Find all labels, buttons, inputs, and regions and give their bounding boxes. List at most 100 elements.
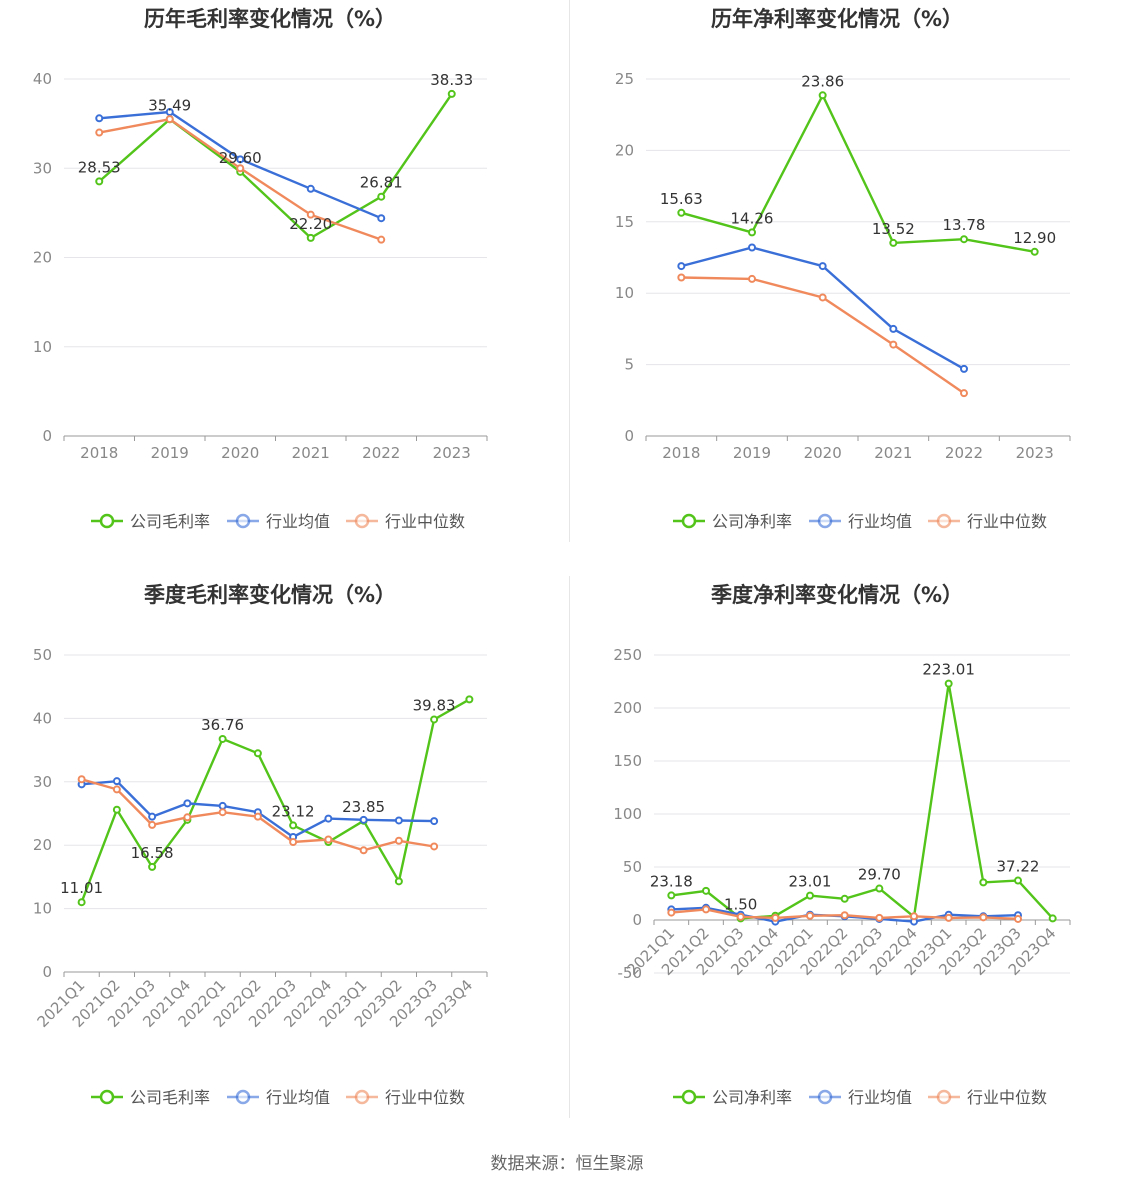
- industry-median-point: [944, 913, 953, 922]
- industry-median-point: [77, 775, 86, 784]
- industry-avg-point: [818, 262, 827, 271]
- chart-svg: 季度毛利率变化情况（%）010203040502021Q12021Q22021Q…: [33, 583, 488, 1107]
- legend-item-industry-median: 行业中位数: [928, 1088, 1047, 1107]
- industry-avg-point: [960, 364, 968, 373]
- x-tick-label: 2020: [804, 444, 842, 462]
- data-label: 35.49: [148, 96, 191, 114]
- y-tick-label: 40: [33, 709, 52, 727]
- data-source-label: 数据来源：恒生聚源: [490, 1154, 644, 1174]
- chart-title: 历年净利率变化情况（%）: [711, 7, 963, 31]
- industry-avg-point: [394, 816, 403, 825]
- company-point: [818, 91, 827, 100]
- x-tick-label: 2021: [292, 444, 330, 462]
- industry-median-point: [818, 293, 827, 302]
- chart-title: 季度净利率变化情况（%）: [711, 583, 963, 607]
- annual-net-margin-chart: 历年净利率变化情况（%） 0 5 10 15 20 25 2018 2019 2020 2021 20…: [567, 0, 1134, 576]
- y-tick-label: 50: [33, 646, 52, 664]
- data-label: 29.60: [219, 149, 262, 167]
- panel-divider-bottom: [569, 576, 570, 1118]
- data-label: 26.81: [360, 174, 403, 192]
- y-tick-label: 10: [615, 284, 634, 302]
- data-label: 13.78: [943, 216, 986, 234]
- chart-title: 季度毛利率变化情况（%）: [144, 583, 396, 607]
- company-point: [430, 715, 439, 724]
- y-tick-label: 15: [615, 213, 634, 231]
- company-point: [840, 894, 849, 903]
- industry-avg-point: [148, 812, 157, 821]
- y-tick-label: 0: [42, 963, 52, 981]
- industry-median-point: [394, 836, 403, 845]
- industry-avg-point: [306, 184, 315, 193]
- data-label: 36.76: [201, 716, 244, 734]
- legend-label: 公司净利率: [712, 512, 792, 531]
- industry-median-point: [960, 389, 968, 398]
- company-point: [979, 878, 988, 887]
- industry-median-point: [677, 273, 686, 282]
- y-tick-label: 10: [33, 900, 52, 918]
- data-label: 15.63: [660, 190, 703, 208]
- y-tick-label: 100: [613, 805, 642, 823]
- industry-median-point: [979, 913, 988, 922]
- company-point: [148, 862, 157, 871]
- industry-avg-point: [359, 815, 368, 824]
- data-label: 11.01: [60, 879, 103, 897]
- x-tick-label: 2023: [1016, 444, 1054, 462]
- panel-divider-top: [569, 0, 570, 542]
- x-tick-label: 2020: [221, 444, 259, 462]
- legend-item-company: 公司净利率: [673, 512, 792, 531]
- data-label: 29.70: [858, 866, 901, 884]
- data-label: 12.90: [1013, 229, 1056, 247]
- legend-marker: [936, 1089, 952, 1105]
- quarterly-gross-margin-chart: 季度毛利率变化情况（%） 0 10 20 30 40 50 2021Q1 2021Q2 2021Q…: [0, 576, 567, 1152]
- industry-avg-point: [748, 243, 756, 252]
- industry-median-point: [748, 274, 756, 283]
- company-point: [77, 898, 86, 907]
- industry-avg-point: [377, 214, 386, 223]
- industry-median-point: [910, 912, 918, 921]
- data-label: 23.18: [650, 872, 693, 890]
- y-tick-label: 250: [613, 646, 642, 664]
- chart-svg: 历年净利率变化情况（%） 0 5 10 15 20 25 2018 2019 2020 2021 20…: [615, 7, 1071, 531]
- company-point: [667, 891, 676, 900]
- x-tick-label: 2018: [80, 444, 118, 462]
- x-tick-label: 2018: [662, 444, 700, 462]
- company-point: [1048, 914, 1057, 923]
- industry-median-point: [112, 785, 121, 794]
- company-line: [80, 698, 470, 903]
- legend-label: 行业中位数: [967, 1088, 1047, 1107]
- y-tick-label: 0: [624, 427, 634, 445]
- industry-median-point: [771, 913, 780, 922]
- y-tick-label: 30: [33, 773, 52, 791]
- industry-avg-point: [324, 814, 333, 823]
- legend-label: 公司毛利率: [130, 1088, 210, 1107]
- data-label: 22.20: [289, 215, 332, 233]
- legend-item-industry-avg: 行业均值: [809, 1088, 912, 1107]
- chart-title: 历年毛利率变化情况（%）: [144, 7, 396, 31]
- industry-median-point: [840, 911, 849, 920]
- y-tick-label: 150: [613, 752, 642, 770]
- x-tick-label: 2019: [151, 444, 189, 462]
- legend-marker: [681, 1089, 697, 1105]
- legend-label: 行业均值: [848, 512, 912, 531]
- legend-item-industry-avg: 行业均值: [227, 1088, 330, 1107]
- industry-avg-point: [165, 108, 174, 117]
- company-point: [1014, 876, 1022, 885]
- y-tick-label: 0: [632, 911, 642, 929]
- data-label: 14.26: [731, 209, 774, 227]
- company-point: [875, 884, 884, 893]
- industry-median-point: [289, 838, 298, 847]
- legend-item-company: 公司毛利率: [91, 1088, 210, 1107]
- company-point: [95, 177, 104, 186]
- y-tick-label: 20: [615, 141, 634, 159]
- legend-label: 公司毛利率: [130, 512, 210, 531]
- industry-median-point: [359, 846, 368, 855]
- data-label: 223.01: [922, 661, 975, 679]
- legend-marker: [235, 1089, 251, 1105]
- y-tick-label: 20: [33, 836, 52, 854]
- industry-median-point: [324, 835, 333, 844]
- company-point: [465, 695, 474, 704]
- legend-label: 行业均值: [266, 1088, 330, 1107]
- legend-label: 公司净利率: [712, 1088, 792, 1107]
- industry-avg-point: [236, 155, 245, 164]
- industry-median-point: [667, 908, 676, 917]
